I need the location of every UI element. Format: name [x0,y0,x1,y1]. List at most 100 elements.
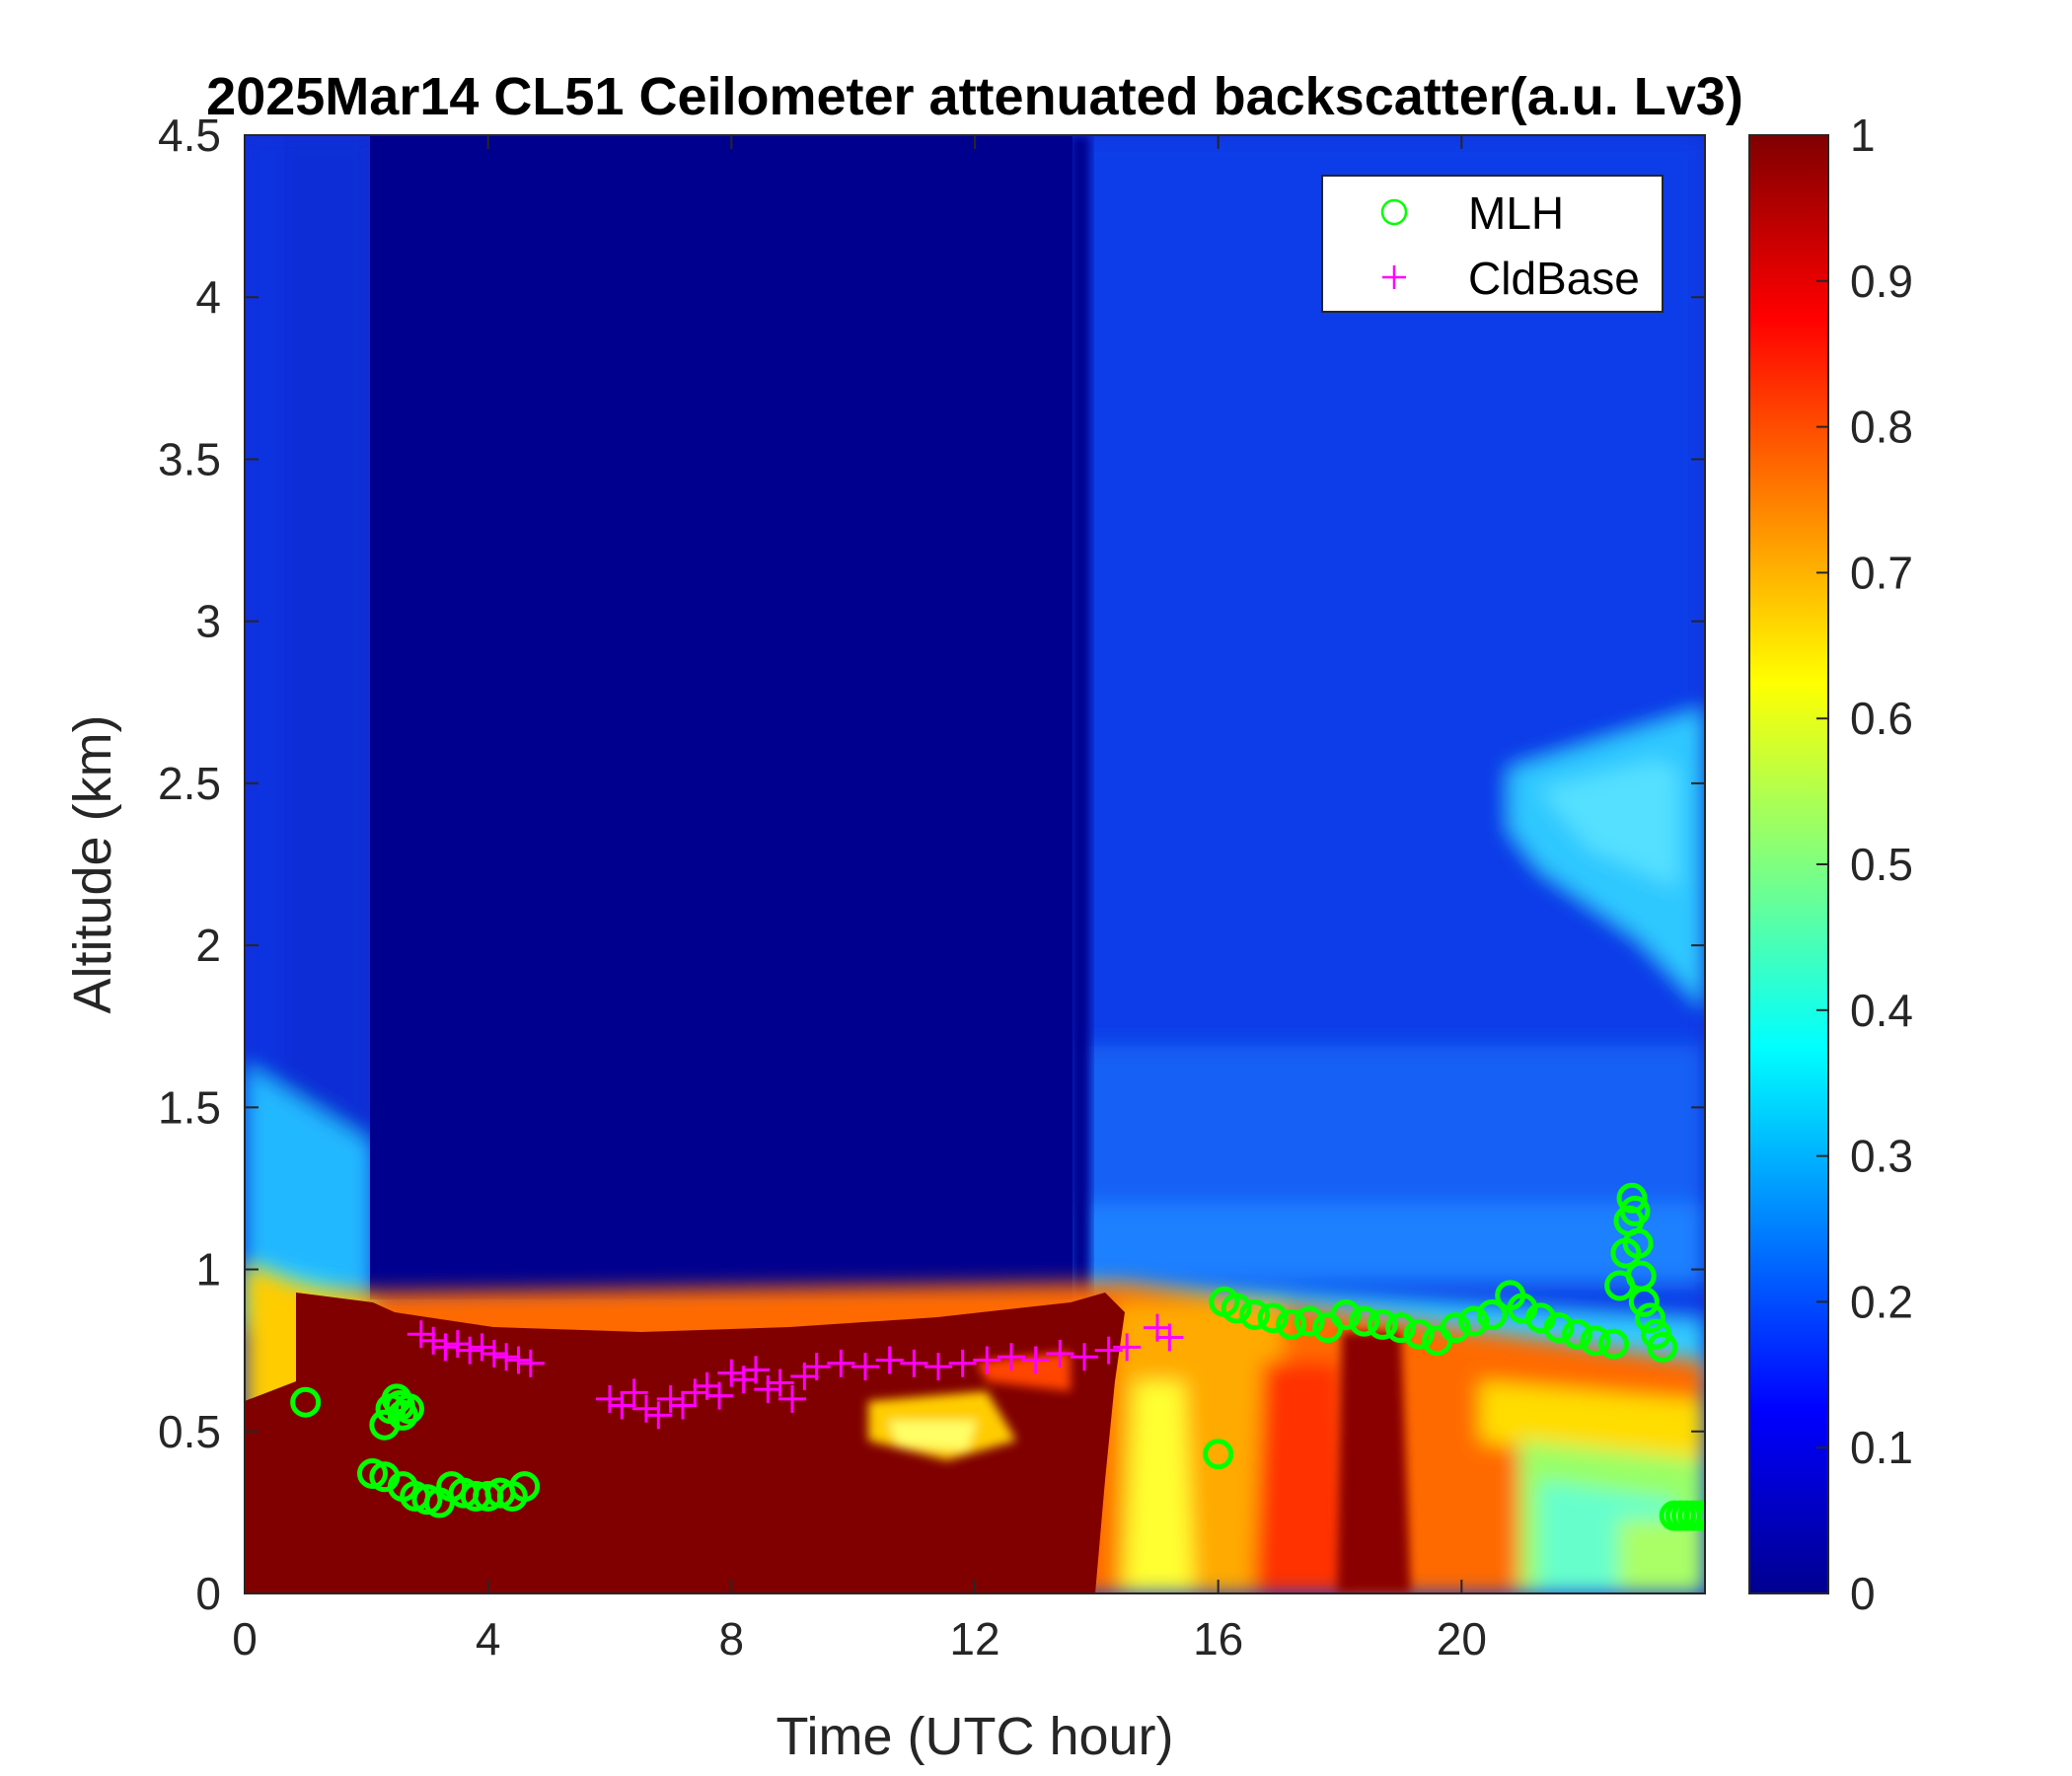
cldbase-point [754,1375,782,1404]
cldbase-point [802,1353,831,1381]
y-tick-label: 1 [195,1244,221,1295]
mlh-point [1619,1195,1651,1226]
y-tick-label: 3.5 [158,433,221,484]
mlh-point [1349,1305,1380,1337]
mlh-point [1580,1325,1611,1357]
series-mlh [290,1182,1705,1531]
x-tick-label: 4 [476,1613,501,1665]
cldbase-point [669,1391,697,1420]
legend-mlh-marker [1380,198,1408,226]
colorbar-tick-label: 0.5 [1850,839,1913,890]
y-tick-label: 0.5 [158,1406,221,1457]
mlh-point [1385,1312,1417,1344]
cldbase-point [766,1369,794,1397]
mlh-point [290,1386,322,1418]
mlh-point [1239,1299,1271,1331]
cldbase-point [1155,1323,1184,1352]
x-axis-label: Time (UTC hour) [776,1707,1173,1766]
mlh-point [1622,1227,1654,1259]
y-tick-label: 2.5 [158,758,221,809]
legend-box [1321,175,1664,313]
cldbase-point [644,1401,673,1430]
cldbase-point [431,1333,460,1362]
cldbase-point [1021,1346,1050,1374]
mlh-point [1367,1308,1398,1340]
cldbase-point [900,1349,928,1377]
legend-cldbase-marker [1382,265,1406,289]
y-axis: 0 0.5 1 1.5 2 2.5 3 3.5 4 4.5 [158,110,1705,1619]
cldbase-point [620,1378,648,1407]
mlh-point [1458,1305,1490,1337]
x-tick-label: 0 [232,1613,258,1665]
y-tick-label: 4.5 [158,110,221,161]
cldbase-point [681,1378,709,1407]
colorbar-tick-label: 0.6 [1850,693,1913,744]
x-tick-label: 8 [719,1613,745,1665]
mlh-point [1221,1293,1252,1324]
mlh-point [394,1393,424,1425]
mlh-point [1647,1331,1678,1363]
colorbar-tick-label: 0.7 [1850,547,1913,598]
x-tick-label: 16 [1193,1613,1243,1665]
mlh-point [387,1399,418,1431]
cldbase-point [492,1343,521,1371]
legend-cldbase-label: CldBase [1468,253,1640,304]
mlh-point [1616,1182,1648,1214]
cldbase-point [925,1353,952,1381]
colorbar-tick-label: 0.8 [1850,402,1913,453]
cldbase-point [608,1391,636,1420]
mlh-point [1476,1299,1508,1331]
colorbar-tick-label: 0.4 [1850,985,1913,1036]
mlh-point [1330,1299,1362,1331]
colorbar-tick-label: 1 [1850,110,1876,161]
chart-title: 2025Mar14 CL51 Ceilometer attenuated bac… [206,67,1743,126]
series-cldbase [407,1313,1184,1430]
y-tick-label: 1.5 [158,1081,221,1133]
y-axis-label: Altitude (km) [63,714,122,1013]
mlh-point [1403,1318,1435,1350]
mlh-point [1203,1439,1234,1470]
x-tick-label: 12 [949,1613,999,1665]
mlh-point [357,1457,388,1489]
cldbase-point [1094,1336,1123,1365]
cldbase-point [516,1349,545,1377]
cldbase-point [419,1326,448,1355]
cldbase-point [742,1356,770,1384]
cldbase-point [596,1384,624,1413]
cldbase-point [827,1349,855,1377]
cldbase-point [851,1353,879,1381]
mlh-point [411,1484,443,1516]
mlh-point [1276,1308,1307,1340]
cldbase-point [407,1320,435,1349]
legend: MLH CldBase [1321,175,1664,313]
colorbar-tick-label: 0.3 [1850,1131,1913,1182]
mlh-point [1562,1318,1592,1350]
colorbar-tick-label: 0.1 [1850,1422,1913,1473]
y-tick-label: 3 [195,596,221,647]
cldbase-point [656,1384,685,1413]
colorbar-gradient [1748,134,1829,1594]
x-axis: 0 4 8 12 16 20 [232,135,1487,1665]
mlh-point [1598,1328,1629,1360]
mlh-point [1628,1286,1660,1317]
y-tick-label: 2 [195,920,221,971]
cldbase-point [973,1346,1001,1374]
cldbase-point [632,1394,660,1423]
cldbase-point [456,1336,484,1365]
cldbase-point [705,1381,733,1410]
mlh-point [1635,1302,1665,1334]
colorbar-tick-label: 0.9 [1850,256,1913,307]
mlh-point [1440,1312,1471,1344]
cldbase-point [504,1346,533,1374]
cldbase-point [468,1333,496,1362]
cldbase-point [1113,1333,1142,1362]
mlh-point [1543,1312,1575,1344]
cldbase-point [717,1359,746,1387]
cldbase-point [948,1349,977,1377]
cldbase-point [480,1339,508,1368]
y-tick-label: 0 [195,1568,221,1619]
cldbase-point [443,1330,472,1359]
x-tick-label: 20 [1437,1613,1487,1665]
y-tick-label: 4 [195,271,221,323]
